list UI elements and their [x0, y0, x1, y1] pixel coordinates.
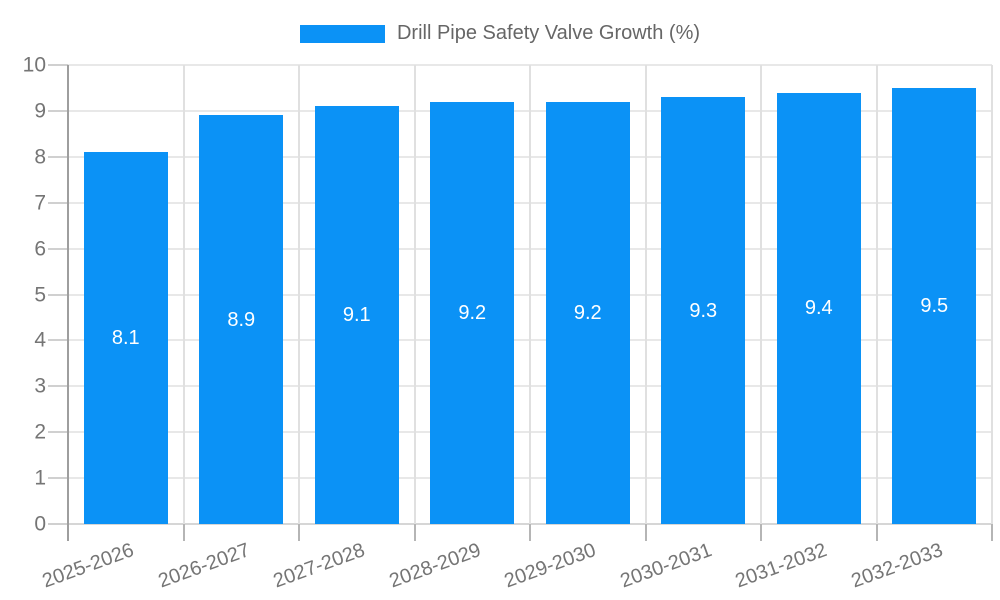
x-axis-tick [182, 524, 185, 541]
gridline-vertical [413, 65, 416, 524]
bar-2031-2032 [776, 92, 861, 524]
x-axis-tick-label: 2028-2029 [386, 539, 484, 593]
y-axis-tick-label: 5 [34, 283, 46, 306]
bar-2027-2028 [314, 106, 399, 524]
y-axis-tick [48, 385, 68, 388]
y-axis-tick-label: 4 [34, 328, 46, 352]
y-axis-line [67, 65, 69, 541]
gridline-vertical [529, 65, 531, 524]
x-axis-tick-label: 2032-2033 [848, 539, 946, 593]
x-axis-tick-label: 2025-2026 [39, 539, 137, 593]
y-axis-tick [48, 293, 68, 296]
bar-2025-2026 [83, 152, 168, 524]
chart-legend[interactable]: Drill Pipe Safety Valve Growth (%) [0, 22, 1000, 45]
y-axis-tick-label: 8 [34, 145, 46, 169]
y-axis-tick [48, 109, 68, 112]
x-axis-tick [875, 524, 878, 541]
bar-value-label: 8.1 [111, 327, 140, 350]
x-axis-tick-label: 2029-2030 [501, 539, 599, 593]
x-axis-tick [644, 524, 647, 541]
y-axis-tick-label: 7 [34, 191, 46, 215]
x-axis-tick [298, 524, 300, 541]
y-axis-tick [48, 64, 68, 66]
y-axis-tick-label: 0 [34, 512, 46, 536]
x-axis-tick-label: 2030-2031 [617, 539, 715, 593]
legend-swatch [299, 24, 385, 43]
legend-label: Drill Pipe Safety Valve Growth (%) [396, 22, 701, 44]
bar-value-label: 9.2 [573, 301, 602, 324]
gridline-vertical [298, 65, 300, 524]
x-axis-tick-label: 2031-2032 [732, 539, 830, 593]
x-axis-tick [413, 524, 416, 541]
y-axis-tick [48, 431, 68, 434]
bar-value-label: 9.1 [342, 304, 371, 327]
x-axis-tick [529, 524, 531, 541]
bar-value-label: 9.4 [804, 297, 833, 320]
bar-value-label: 8.9 [227, 308, 256, 331]
y-axis-tick-label: 1 [34, 466, 46, 490]
x-axis-tick-label: 2027-2028 [270, 539, 368, 593]
y-axis-tick [48, 201, 68, 204]
y-axis-tick [48, 247, 68, 250]
gridline-vertical [182, 65, 185, 524]
y-axis-tick-label: 9 [34, 99, 46, 123]
gridline-vertical [760, 65, 762, 524]
y-axis-tick-label: 6 [34, 237, 46, 261]
bar-value-label: 9.3 [689, 299, 718, 322]
y-axis-tick [48, 523, 68, 525]
bar-2030-2031 [661, 97, 746, 524]
gridline-vertical [875, 65, 878, 524]
bar-2032-2033 [892, 87, 977, 524]
bar-value-label: 9.5 [920, 294, 949, 317]
gridline-vertical [644, 65, 647, 524]
bar-2026-2027 [199, 115, 284, 524]
bar-2028-2029 [430, 101, 515, 524]
y-axis-tick [48, 477, 68, 480]
x-axis-tick [760, 524, 762, 541]
y-axis-tick-label: 10 [22, 53, 46, 77]
x-axis-tick [991, 524, 993, 541]
bar-2029-2030 [545, 101, 630, 524]
x-axis-tick-label: 2026-2027 [155, 539, 253, 593]
y-axis-tick [48, 339, 68, 342]
y-axis-tick-label: 3 [34, 374, 46, 398]
y-axis-tick-label: 2 [34, 420, 46, 444]
bar-value-label: 9.2 [458, 301, 487, 324]
y-axis-tick [48, 155, 68, 158]
gridline-vertical [991, 65, 993, 524]
